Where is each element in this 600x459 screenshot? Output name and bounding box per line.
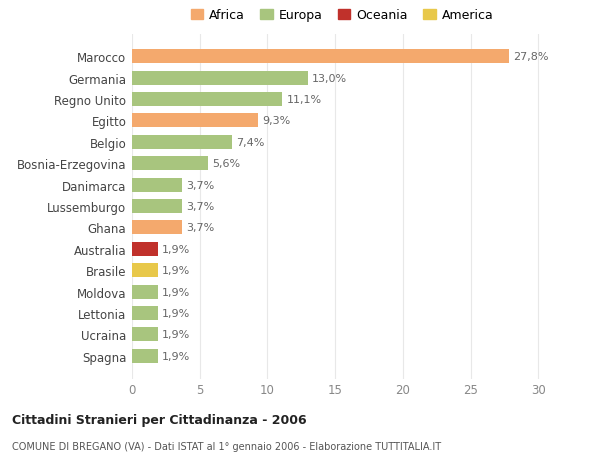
Bar	[132, 328, 158, 341]
Bar	[132, 263, 158, 278]
Text: 7,4%: 7,4%	[236, 138, 265, 147]
Text: 13,0%: 13,0%	[312, 73, 347, 84]
Bar	[132, 349, 158, 363]
Text: 5,6%: 5,6%	[212, 159, 240, 169]
Text: 11,1%: 11,1%	[286, 95, 322, 105]
Text: 1,9%: 1,9%	[162, 266, 190, 275]
Text: 27,8%: 27,8%	[513, 52, 548, 62]
Text: 3,7%: 3,7%	[186, 223, 214, 233]
Bar	[132, 200, 182, 213]
Bar	[132, 157, 208, 171]
Text: 1,9%: 1,9%	[162, 351, 190, 361]
Bar	[132, 242, 158, 256]
Bar	[132, 221, 182, 235]
Legend: Africa, Europa, Oceania, America: Africa, Europa, Oceania, America	[188, 7, 496, 25]
Bar	[132, 114, 258, 128]
Text: 1,9%: 1,9%	[162, 244, 190, 254]
Text: 1,9%: 1,9%	[162, 330, 190, 340]
Text: Cittadini Stranieri per Cittadinanza - 2006: Cittadini Stranieri per Cittadinanza - 2…	[12, 413, 307, 426]
Bar	[132, 50, 509, 64]
Bar	[132, 93, 283, 106]
Text: COMUNE DI BREGANO (VA) - Dati ISTAT al 1° gennaio 2006 - Elaborazione TUTTITALIA: COMUNE DI BREGANO (VA) - Dati ISTAT al 1…	[12, 441, 441, 451]
Bar	[132, 135, 232, 150]
Bar	[132, 285, 158, 299]
Text: 9,3%: 9,3%	[262, 116, 290, 126]
Text: 1,9%: 1,9%	[162, 308, 190, 319]
Bar	[132, 178, 182, 192]
Bar	[132, 307, 158, 320]
Text: 3,7%: 3,7%	[186, 202, 214, 212]
Text: 1,9%: 1,9%	[162, 287, 190, 297]
Bar	[132, 72, 308, 85]
Text: 3,7%: 3,7%	[186, 180, 214, 190]
